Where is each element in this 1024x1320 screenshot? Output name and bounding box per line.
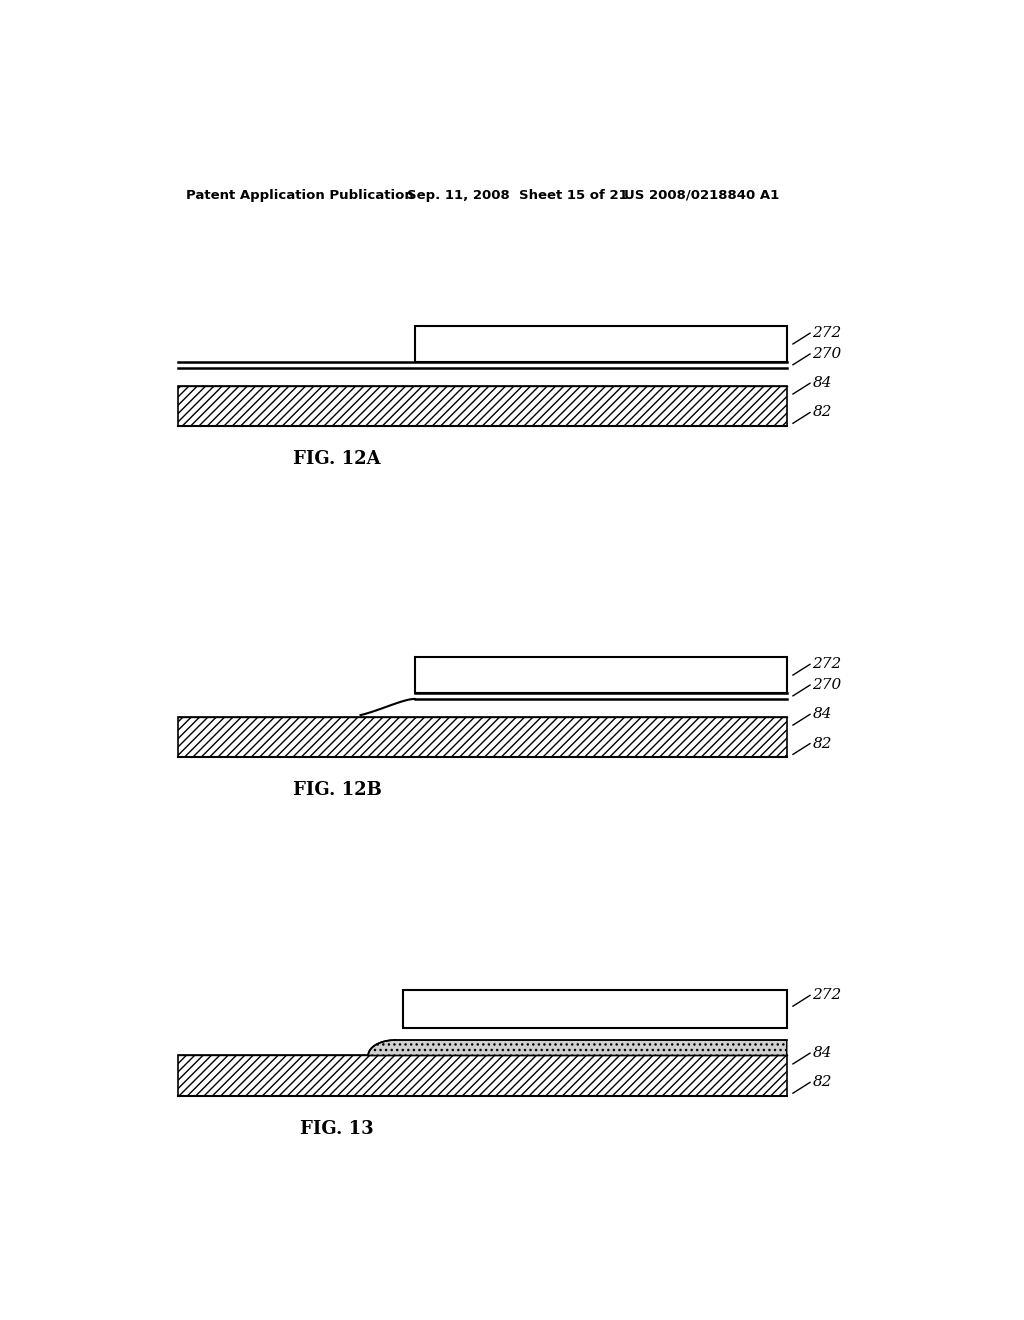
Bar	[403, 990, 786, 1028]
Bar	[178, 385, 786, 426]
Text: 84: 84	[812, 376, 831, 391]
Text: 270: 270	[812, 678, 842, 692]
Text: 82: 82	[812, 1076, 831, 1089]
Text: 272: 272	[812, 326, 842, 341]
Bar	[415, 657, 786, 693]
Text: Patent Application Publication: Patent Application Publication	[186, 189, 414, 202]
Text: 270: 270	[812, 347, 842, 360]
Text: 272: 272	[812, 657, 842, 672]
Bar	[178, 717, 786, 758]
Bar	[178, 1056, 786, 1096]
Text: 84: 84	[812, 1047, 831, 1060]
Text: FIG. 13: FIG. 13	[300, 1119, 374, 1138]
Text: FIG. 12B: FIG. 12B	[293, 781, 382, 799]
Text: FIG. 12A: FIG. 12A	[294, 450, 381, 467]
Polygon shape	[369, 1040, 786, 1056]
Text: 84: 84	[812, 708, 831, 721]
Bar	[415, 326, 786, 362]
Text: 82: 82	[812, 405, 831, 420]
Text: Sep. 11, 2008  Sheet 15 of 21: Sep. 11, 2008 Sheet 15 of 21	[407, 189, 628, 202]
Text: 82: 82	[812, 737, 831, 751]
Text: 272: 272	[812, 989, 842, 1002]
Text: US 2008/0218840 A1: US 2008/0218840 A1	[624, 189, 779, 202]
